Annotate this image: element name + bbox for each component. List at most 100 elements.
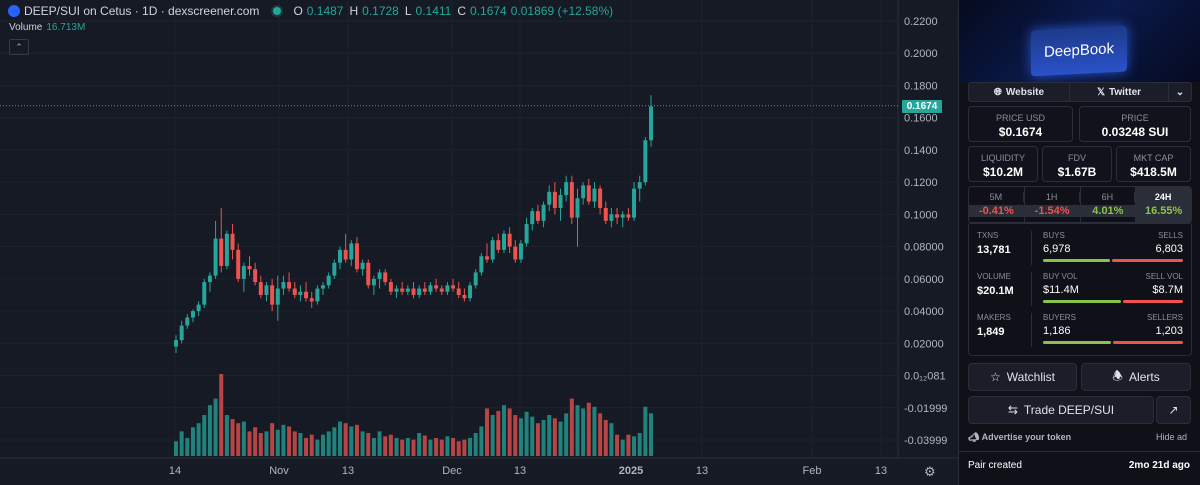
buyers-value: 1,186 [1043,325,1071,337]
volume-bar [213,398,218,456]
candle-body [253,269,258,283]
volume-legend: Volume 16.713M [9,22,85,33]
gear-icon[interactable]: ⚙ [924,464,936,479]
volume-bar [332,427,337,456]
candle-body [439,288,444,292]
liquidity-value: $10.2M [982,165,1024,179]
volume-bar [202,415,207,456]
x-tick-label: Dec [442,465,462,477]
twitter-button[interactable]: 𝕏 Twitter [1070,83,1169,101]
chart-area[interactable]: 0.2200 0.2000 0.1800 0.1600 0.1400 0.1200 0.10… [0,0,958,485]
candle-body [422,288,427,292]
volume-label: Volume [9,22,43,33]
volume-bar [349,426,354,456]
candle-body [485,256,490,260]
volume-bar [360,431,365,456]
volume-bar [230,419,235,456]
candle-body [417,288,422,295]
candle-body [473,272,478,286]
candle-body [405,288,410,292]
candle-body [558,195,563,208]
change-value: 0.01869 (+12.58%) [510,4,614,18]
volume-bar [253,427,258,456]
candle-body [524,224,529,244]
tab-1h[interactable]: 1H -1.54% [1024,187,1081,223]
candle-body [219,238,224,266]
volume-bar [569,398,574,456]
volume-bar [309,434,314,456]
candle-body [247,265,252,270]
twitter-label: Twitter [1109,86,1142,98]
globe-icon: 🌐︎ [993,86,1002,98]
volume-bar [196,423,201,456]
tab-6h[interactable]: 6H 4.01% [1080,187,1137,223]
volume-bar [468,437,473,456]
website-button[interactable]: 🌐︎ Website [969,83,1070,101]
volume-bar [496,410,501,456]
volume-bar [575,405,580,456]
advertise-label: Advertise your token [981,432,1072,442]
alerts-button[interactable]: 🕭︎ Alerts [1081,363,1191,391]
tab-5m[interactable]: 5M -0.41% [969,187,1025,223]
candle-body [620,214,625,218]
candlestick-chart[interactable]: 0.2200 0.2000 0.1800 0.1600 0.1400 0.1200 0.10… [0,0,958,485]
candle-body [230,233,235,250]
hide-ad-link[interactable]: Hide ad [1155,432,1187,442]
makers-row: MAKERS 1,849 BUYERS 1,186 SELLERS 1,203 [969,305,1191,347]
x-tick-label: 13 [342,465,354,477]
more-links-button[interactable]: ⌄ [1169,83,1191,101]
volume-bar [626,434,631,456]
volume-row: VOLUME $20.1M BUY VOL $11.4M SELL VOL $8.7M [969,264,1191,306]
external-link-button[interactable]: ↗ [1156,396,1191,424]
candle-body [394,288,399,292]
close-value: 0.1674 [470,4,507,18]
watchlist-button[interactable]: ☆ Watchlist [968,363,1077,391]
tab-24h[interactable]: 24H 16.55% [1136,187,1191,223]
chevron-down-icon: ⌄ [1175,86,1185,98]
sellvol-bar [1123,300,1183,303]
volume-bar [405,437,410,456]
candle-body [643,140,648,183]
volume-bar [281,424,286,456]
candle-body [321,285,326,289]
trade-button[interactable]: ⇆ Trade DEEP/SUI [968,396,1154,424]
volume-bar [620,439,625,456]
volume-bar [258,433,263,456]
volume-bar [270,423,275,456]
candle-body [213,238,218,276]
candle-body [581,185,586,199]
tab-24h-change: 16.55% [1136,205,1191,217]
candle-body [490,240,495,260]
volume-bar [592,406,597,456]
current-price-tag: 0.1674 [902,100,942,113]
advertise-link[interactable]: 📣︎ Advertise your token [968,432,1072,442]
candle-body [275,288,280,305]
x-tick-label: 13 [875,465,887,477]
tab-6h-change: 4.01% [1080,205,1136,217]
chevron-up-icon[interactable]: ⌃ [9,39,29,55]
y-tick-label: 0.1600 [904,113,938,125]
y-tick-label: -0.03999 [904,435,947,447]
mktcap-label: MKT CAP [1133,153,1174,163]
candle-body [462,294,467,299]
volume-bar [371,437,376,456]
chart-title: DEEP/SUI on Cetus · 1D · dexscreener.com [24,4,260,18]
volume-bar [417,433,422,456]
candle-body [609,214,614,221]
y-tick-label: 0.1800 [904,80,938,92]
tab-1h-change: -1.54% [1024,205,1080,217]
volume-bar [434,437,439,456]
candle-body [309,298,314,302]
candle-body [326,275,331,286]
candle-body [270,285,275,305]
candle-body [569,182,574,218]
volume-bar [524,411,529,456]
volume-bar [462,439,467,456]
makers-label: MAKERS [977,313,1011,322]
candle-body [541,204,546,221]
volume-bar [241,421,246,456]
pair-created-label: Pair created [968,460,1022,471]
volume-bar [518,418,523,456]
sells-label: SELLS [1158,231,1183,240]
tab-5m-change: -0.41% [969,205,1024,217]
